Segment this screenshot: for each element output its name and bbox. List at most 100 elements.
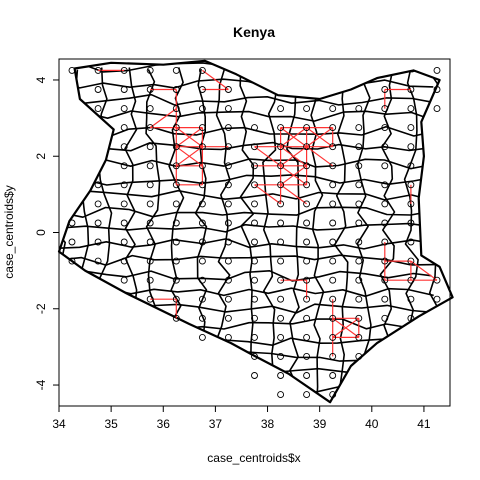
x-tick-label: 37 bbox=[209, 417, 223, 431]
centroid-point bbox=[120, 257, 128, 265]
centroid-point bbox=[433, 86, 441, 93]
centroid-point bbox=[303, 200, 311, 208]
x-tick-label: 38 bbox=[261, 417, 275, 431]
x-axis: 34 35 36 37 38 39 40 41 bbox=[52, 405, 431, 431]
centroid-point bbox=[381, 124, 389, 132]
boundary-line bbox=[59, 206, 437, 218]
centroid-point bbox=[329, 295, 337, 303]
centroid-point bbox=[224, 181, 232, 189]
centroid-point bbox=[172, 66, 180, 74]
centroid-point bbox=[224, 105, 232, 113]
centroid-point bbox=[198, 181, 206, 189]
centroid-point bbox=[407, 124, 415, 132]
centroid-point bbox=[146, 219, 154, 227]
centroid-point bbox=[329, 333, 337, 341]
centroid-point bbox=[146, 66, 154, 74]
centroid-point bbox=[120, 181, 128, 189]
centroid-point bbox=[277, 352, 285, 360]
centroid-point bbox=[407, 181, 415, 189]
centroid-point bbox=[355, 295, 363, 303]
centroid-point bbox=[407, 257, 415, 265]
centroid-point bbox=[251, 143, 258, 151]
centroid-point bbox=[303, 181, 311, 189]
centroid-point bbox=[355, 276, 363, 284]
centroid-point bbox=[198, 86, 206, 93]
centroid-point bbox=[224, 219, 232, 227]
centroid-point bbox=[355, 238, 363, 246]
centroid-point bbox=[303, 238, 311, 246]
centroid-point bbox=[277, 257, 285, 265]
x-tick-label: 35 bbox=[104, 417, 118, 431]
centroid-point bbox=[407, 238, 415, 246]
centroid-point bbox=[303, 391, 311, 399]
x-tick-label: 40 bbox=[365, 417, 379, 431]
neighbour-link bbox=[202, 69, 229, 90]
centroid-points bbox=[68, 66, 441, 399]
boundary-line bbox=[333, 65, 349, 403]
centroid-point bbox=[146, 86, 154, 93]
country-border bbox=[57, 59, 454, 404]
centroid-point bbox=[303, 257, 311, 265]
centroid-point bbox=[303, 143, 311, 151]
centroid-point bbox=[329, 391, 337, 399]
neighbour-link bbox=[410, 260, 438, 281]
centroid-point bbox=[120, 105, 128, 113]
centroid-point bbox=[198, 66, 206, 74]
centroid-point bbox=[94, 66, 102, 74]
centroid-point bbox=[277, 219, 285, 227]
centroid-point bbox=[68, 257, 76, 265]
centroid-point bbox=[277, 333, 285, 341]
centroid-point bbox=[355, 162, 363, 170]
centroid-point bbox=[198, 105, 206, 113]
centroid-point bbox=[120, 124, 128, 132]
centroid-point bbox=[381, 181, 389, 189]
centroid-point bbox=[251, 314, 258, 322]
centroid-point bbox=[68, 238, 76, 246]
y-tick-label: -2 bbox=[34, 303, 48, 314]
centroid-point bbox=[94, 257, 102, 265]
neighbour-link bbox=[332, 317, 360, 338]
x-tick-label: 39 bbox=[313, 417, 327, 431]
centroid-point bbox=[303, 314, 311, 322]
centroid-point bbox=[381, 200, 389, 208]
boundary-line bbox=[61, 174, 437, 186]
centroid-point bbox=[172, 86, 180, 93]
y-tick-label: 2 bbox=[34, 153, 48, 160]
centroid-point bbox=[355, 124, 363, 132]
centroid-point bbox=[146, 162, 154, 170]
centroid-point bbox=[433, 66, 441, 74]
centroid-point bbox=[146, 238, 154, 246]
centroid-point bbox=[277, 105, 285, 113]
centroid-point bbox=[224, 143, 232, 151]
neighbour-link bbox=[280, 184, 307, 205]
centroid-point bbox=[251, 124, 258, 132]
centroid-point bbox=[277, 200, 285, 208]
boundary-line bbox=[262, 67, 279, 403]
centroid-point bbox=[172, 314, 180, 322]
centroid-point bbox=[224, 162, 232, 170]
centroid-point bbox=[303, 124, 311, 132]
centroid-point bbox=[433, 276, 441, 284]
centroid-point bbox=[251, 219, 258, 227]
centroid-point bbox=[277, 124, 285, 132]
centroid-point bbox=[224, 333, 232, 341]
centroid-point bbox=[198, 200, 206, 208]
centroid-point bbox=[224, 200, 232, 208]
centroid-point bbox=[329, 276, 337, 284]
y-tick-label: 4 bbox=[34, 76, 48, 83]
centroid-point bbox=[172, 200, 180, 208]
centroid-point bbox=[381, 86, 389, 93]
centroid-point bbox=[381, 219, 389, 227]
centroid-point bbox=[407, 105, 415, 113]
centroid-point bbox=[303, 333, 311, 341]
centroid-point bbox=[146, 257, 154, 265]
centroid-point bbox=[224, 238, 232, 246]
centroid-point bbox=[172, 143, 180, 151]
centroid-point bbox=[224, 314, 232, 322]
centroid-point bbox=[68, 66, 76, 74]
boundary-line bbox=[61, 93, 434, 106]
centroid-point bbox=[381, 314, 389, 322]
centroid-point bbox=[329, 219, 337, 227]
centroid-point bbox=[120, 162, 128, 170]
neighbour-link bbox=[175, 127, 203, 148]
